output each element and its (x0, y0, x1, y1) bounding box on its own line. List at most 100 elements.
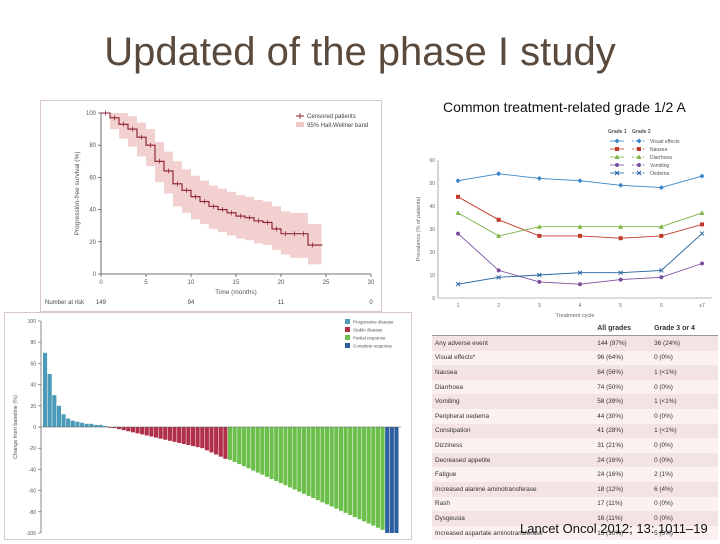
table-cell: 16 (11%) (594, 511, 652, 526)
table-row: Nausea 84 (56%) 1 (<1%) (432, 365, 718, 380)
table-cell: Increased aspartate aminotransferase (432, 525, 595, 541)
table-row: Fatigue 24 (16%) 2 (1%) (432, 467, 718, 482)
km-y-tick-label: 100 (86, 111, 97, 117)
table-cell: 1 (<1%) (651, 365, 718, 380)
km-confidence-band (101, 113, 322, 265)
wf-legend-label: Complete response (353, 344, 393, 349)
wf-legend-label: Partial response (353, 336, 386, 341)
ae-marker (659, 275, 664, 280)
ae-marker (699, 210, 705, 215)
wf-bar (389, 427, 394, 533)
wf-y-tick-label: 80 (30, 340, 36, 346)
wf-bar (325, 427, 330, 505)
wf-legend-swatch (345, 327, 350, 332)
ae-marker (496, 274, 501, 280)
ae-series-line (457, 233, 703, 285)
slide-title: Updated of the phase I study (104, 30, 616, 74)
wf-bar (385, 427, 390, 533)
table-cell: Decreased appetite (432, 452, 595, 468)
wf-bar (264, 427, 270, 477)
ae-y-tick-label: 50 (429, 181, 435, 187)
ae-marker (496, 233, 502, 238)
table-row: Visual effects* 96 (64%) 0 (0%) (432, 350, 718, 366)
ae-x-tick-label: 2 (497, 303, 500, 309)
wf-bar (269, 427, 274, 479)
table-cell: 44 (30%) (594, 408, 652, 424)
table-cell: Visual effects* (432, 350, 595, 366)
wf-bar (352, 427, 357, 518)
table-cell: 41 (28%) (594, 423, 652, 439)
ae-marker (577, 224, 583, 229)
table-cell: 31 (21%) (594, 438, 652, 453)
ae-y-tick-label: 30 (429, 227, 435, 233)
wf-bar (121, 427, 126, 431)
ae-marker (658, 224, 664, 229)
km-y-tick-label: 60 (89, 175, 96, 181)
ae-marker (699, 231, 705, 236)
wf-y-tick-label: 100 (28, 319, 37, 325)
citation: Lancet Oncol 2012; 13: 1011–19 (520, 521, 708, 536)
wf-bar (366, 427, 371, 524)
wf-bar (375, 427, 381, 528)
waterfall-panel: 100 80 60 40 20 0 -20 -40 -60 -80 -100 Change from … (4, 312, 412, 540)
wf-bar (232, 427, 237, 462)
wf-bar (306, 427, 311, 496)
km-y-tick-label: 40 (89, 208, 96, 214)
km-panel: 0 20 40 60 80 100 0 5 10 15 20 25 30 Time (months) Pro… (40, 100, 382, 312)
ae-y-tick-label: 60 (429, 158, 435, 164)
ae-marker (618, 236, 623, 241)
wf-bar (200, 427, 205, 449)
ae-legend-label: Visual effects (650, 139, 680, 145)
ae-x-tick-label: 6 (660, 303, 663, 309)
km-x-axis-label: Time (months) (215, 289, 257, 296)
wf-bar (334, 427, 339, 509)
ae-marker (659, 233, 664, 238)
wf-bar (177, 427, 182, 443)
table-cell: Rash (432, 496, 595, 512)
wf-y-tick-label: -100 (26, 531, 36, 537)
wf-bar (167, 427, 172, 441)
km-y-tick-label: 20 (89, 240, 96, 246)
wf-y-tick-label: 40 (30, 383, 36, 389)
ae-marker (537, 233, 542, 238)
ae-y-tick-label: 0 (432, 296, 435, 302)
km-risk-value: 149 (96, 300, 107, 306)
ae-x-tick-label: 4 (579, 303, 582, 309)
ae-x-tick-label: ≥7 (699, 303, 705, 309)
ae-marker (700, 261, 704, 266)
ae-x-tick-label: 3 (538, 303, 541, 309)
table-cell: Diarrhoea (432, 379, 595, 395)
ae-marker (614, 138, 620, 144)
table-row: Increased alanine aminotransferase 18 (12… (432, 481, 718, 497)
wf-bar (75, 421, 80, 427)
ae-x-tick-label: 5 (619, 303, 622, 309)
wf-bar (116, 427, 122, 430)
table-cell: Vomiting (432, 394, 595, 409)
wf-bar (255, 427, 260, 473)
wf-bar (357, 427, 362, 520)
ae-marker (456, 194, 460, 199)
wf-bar (66, 418, 71, 427)
ae-y-tick-label: 40 (429, 204, 435, 210)
wf-legend-swatch (345, 343, 350, 348)
table-row: Constipation 41 (28%) 1 (<1%) (432, 423, 718, 439)
table-cell: 58 (39%) (594, 394, 652, 409)
km-x-tick-label: 10 (188, 280, 195, 286)
km-y-axis-label: Progression-free survival (%) (74, 152, 81, 236)
table-row: Vomiting 58 (39%) 1 (<1%) (432, 394, 718, 409)
wf-bar (163, 427, 168, 440)
table-cell: 144 (97%) (594, 335, 652, 351)
wf-bar (246, 427, 251, 469)
ae-marker (614, 170, 620, 176)
waterfall-chart: 100 80 60 40 20 0 -20 -40 -60 -80 -100 Change from … (13, 319, 401, 537)
wf-bar (84, 423, 89, 427)
wf-bar (237, 427, 242, 465)
ae-marker (577, 178, 583, 184)
wf-bar (362, 427, 367, 522)
ae-x-axis-label: Treatment cycle (556, 313, 595, 319)
table-cell: 0 (0%) (651, 408, 718, 424)
table-cell: 0 (0%) (651, 496, 718, 512)
wf-bar (283, 427, 288, 486)
table-cell: 84 (56%) (594, 365, 652, 380)
ae-marker (536, 175, 542, 181)
